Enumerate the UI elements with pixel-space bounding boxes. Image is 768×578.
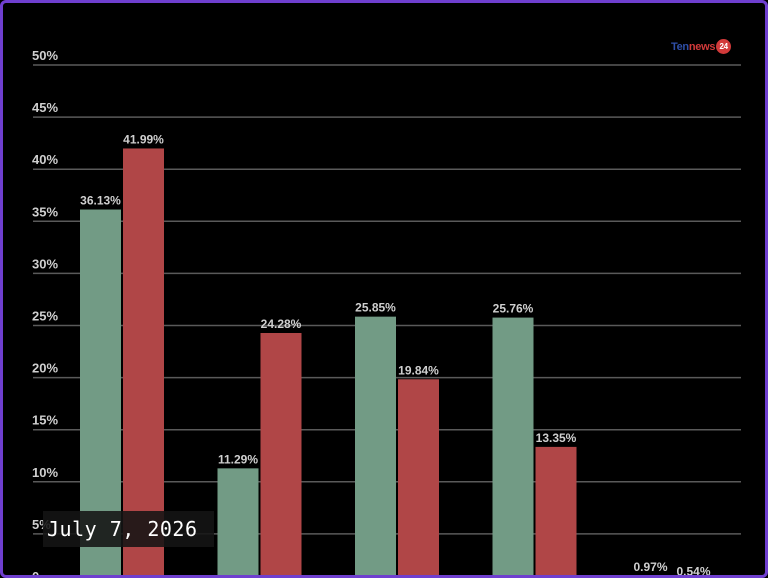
bar-value-label: 0.97% bbox=[633, 560, 667, 574]
y-tick-label: 40% bbox=[32, 152, 58, 167]
y-tick-label: 15% bbox=[32, 413, 58, 428]
tennews24-logo: Ten news 24 bbox=[671, 39, 732, 54]
bar bbox=[492, 317, 534, 575]
y-tick-label: 35% bbox=[32, 204, 58, 219]
bar-value-label: 25.85% bbox=[355, 301, 396, 315]
logo-badge: 24 bbox=[716, 39, 732, 54]
bar bbox=[123, 148, 164, 575]
bar bbox=[260, 333, 302, 575]
bar bbox=[217, 468, 259, 575]
y-tick-label: 50% bbox=[32, 48, 58, 63]
logo-text-ten: Ten bbox=[671, 40, 689, 53]
y-tick-label: 10% bbox=[32, 465, 58, 480]
bar bbox=[398, 379, 439, 575]
y-tick-label: 25% bbox=[32, 309, 58, 324]
y-tick-label: 45% bbox=[32, 100, 58, 115]
bar bbox=[535, 446, 577, 575]
y-tick-label: 0 bbox=[32, 569, 39, 578]
bar-value-label: 36.13% bbox=[80, 194, 121, 208]
bar-value-label: 24.28% bbox=[261, 317, 302, 331]
y-tick-label: 30% bbox=[32, 256, 58, 271]
y-tick-label: 20% bbox=[32, 361, 58, 376]
bar bbox=[355, 316, 396, 575]
bar-chart: 05%10%15%20%25%30%35%40%45%50%36.13%11.2… bbox=[32, 48, 741, 578]
bar-value-label: 0.54% bbox=[676, 564, 710, 578]
date-badge: July 7, 2026 bbox=[43, 511, 214, 547]
bar-value-label: 19.84% bbox=[398, 363, 439, 377]
bar-value-label: 41.99% bbox=[123, 132, 164, 146]
bar-value-label: 13.35% bbox=[536, 431, 577, 445]
bar-value-label: 11.29% bbox=[218, 452, 258, 466]
logo-text-news: news bbox=[688, 40, 716, 53]
bar-value-label: 25.76% bbox=[493, 302, 534, 316]
